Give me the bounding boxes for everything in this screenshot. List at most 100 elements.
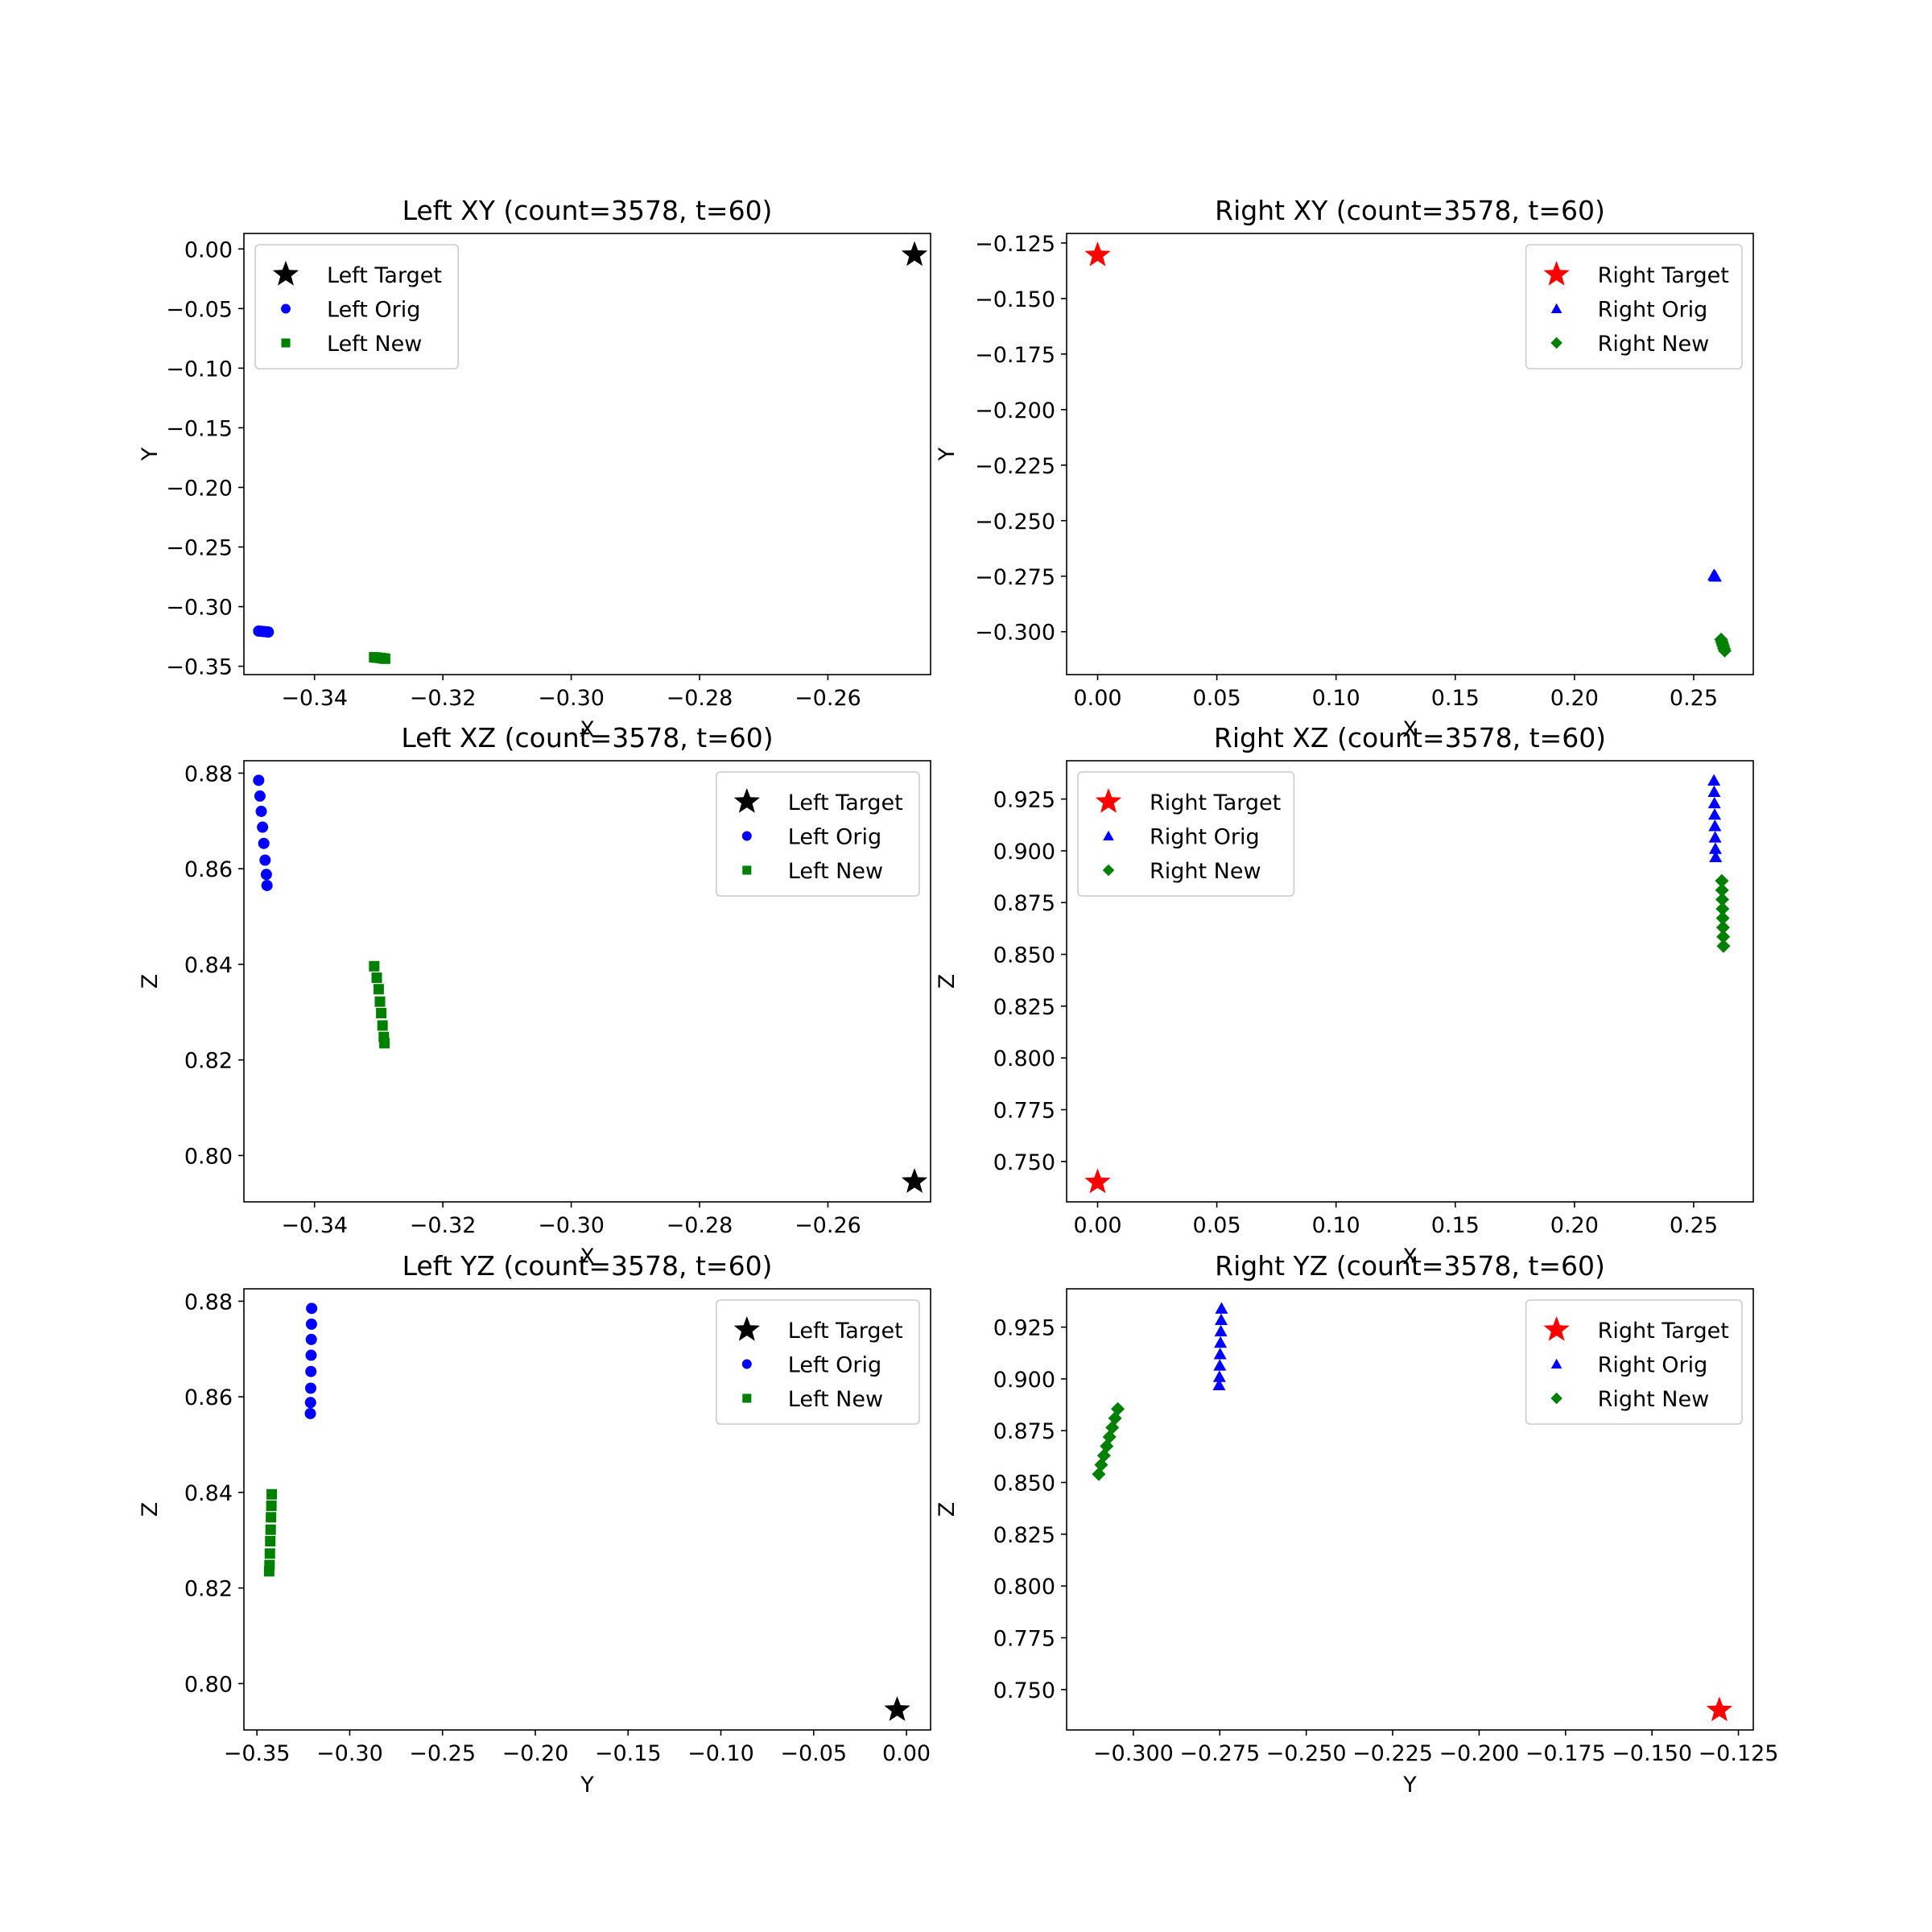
right-new-point	[1715, 911, 1730, 926]
data-points	[263, 1302, 910, 1721]
x-tick-label: −0.32	[410, 1213, 477, 1238]
right-orig-legend-marker	[1103, 830, 1114, 840]
x-tick-label: 0.15	[1431, 1213, 1480, 1238]
subplot-left-yz: Left YZ (count=3578, t=60) −0.35 −0.30 −0.2…	[138, 1250, 931, 1798]
y-tick-label: 0.800	[993, 1575, 1055, 1600]
legend-frame	[1077, 771, 1295, 897]
left-orig-point	[260, 869, 272, 881]
left-new-point	[376, 1007, 387, 1018]
left-target-legend-marker	[733, 788, 760, 813]
x-tick-label: −0.05	[780, 1741, 847, 1766]
legend-frame	[1525, 244, 1743, 369]
left-new-point	[379, 1038, 390, 1049]
data-points	[1084, 774, 1731, 1194]
y-tick-label: −0.300	[975, 621, 1055, 646]
y-tick-label: −0.250	[975, 510, 1055, 535]
left-orig-point	[304, 1407, 316, 1419]
legend: Left Target Left Orig Left New	[254, 244, 459, 369]
left-orig-point	[304, 1382, 316, 1394]
left-new-legend-marker	[742, 1393, 752, 1403]
right-orig-point	[1212, 1378, 1226, 1391]
y-tick-label: 0.775	[993, 1627, 1055, 1652]
legend: Right Target Right Orig Right New	[1525, 1299, 1743, 1425]
left-new-point	[265, 1535, 276, 1546]
y-tick-label: −0.150	[975, 287, 1055, 312]
subplot-left-xz: Left XZ (count=3578, t=60) −0.34 −0.32 −0.3…	[138, 722, 931, 1269]
left-orig-point	[255, 805, 267, 817]
x-tick-label: 0.25	[1670, 686, 1718, 711]
y-tick-label: −0.25	[166, 536, 233, 561]
right-orig-point	[1213, 1348, 1227, 1360]
y-tick-label: −0.15	[166, 416, 233, 441]
right-orig-point	[1707, 796, 1721, 809]
x-tick-label: −0.20	[502, 1741, 569, 1766]
right-orig-point	[1214, 1324, 1228, 1337]
legend-label-left-target: Left Target	[788, 1319, 903, 1344]
right-new-point	[1717, 643, 1732, 658]
x-tick-label: 0.05	[1193, 1213, 1241, 1238]
x-tick-label: 0.25	[1670, 1213, 1718, 1238]
data-points	[1092, 1302, 1733, 1722]
legend-label-left-new: Left New	[788, 859, 883, 884]
right-new-point	[1715, 883, 1729, 898]
x-tick-label: −0.32	[410, 686, 477, 711]
left-new-point	[371, 972, 382, 984]
legend-label-right-target: Right Target	[1598, 1319, 1729, 1344]
legend-label-left-orig: Left Orig	[327, 298, 420, 323]
right-new-legend-marker	[1102, 864, 1115, 877]
right-new-point	[1715, 873, 1729, 888]
y-axis-label: Z	[138, 1502, 163, 1517]
x-tick-label: −0.30	[538, 686, 605, 711]
left-orig-point	[305, 1333, 317, 1345]
left-orig-legend-marker	[741, 1359, 752, 1369]
y-axis-label: Y	[935, 447, 960, 461]
x-tick-label: 0.00	[882, 1741, 931, 1766]
legend-label-left-target: Left Target	[327, 263, 442, 288]
y-axis-label: Z	[935, 1502, 960, 1517]
data-points	[253, 774, 928, 1193]
left-orig-point	[257, 821, 269, 833]
right-new-point	[1716, 939, 1731, 953]
data-points	[253, 241, 928, 664]
legend: Left Target Left Orig Left New	[715, 1299, 920, 1425]
y-tick-label: 0.775	[993, 1099, 1055, 1124]
right-new-point	[1716, 930, 1731, 944]
x-tick-label: −0.200	[1439, 1741, 1519, 1766]
y-tick-label: 0.900	[993, 1368, 1055, 1393]
left-orig-point	[306, 1302, 318, 1315]
x-tick-label: −0.225	[1352, 1741, 1433, 1766]
legend-frame	[715, 1299, 920, 1425]
right-orig-point	[1707, 785, 1721, 797]
right-orig-point	[1214, 1335, 1228, 1348]
data-points	[1084, 242, 1732, 658]
right-orig-point	[1708, 842, 1722, 854]
left-orig-point	[254, 790, 266, 802]
right-new-legend-marker	[1550, 1392, 1563, 1405]
legend-frame	[1525, 1299, 1743, 1425]
axes-frame	[1066, 760, 1754, 1203]
y-tick-label: 0.825	[993, 1523, 1055, 1548]
x-axis-label: X	[1402, 717, 1418, 742]
legend-label-left-orig: Left Orig	[788, 825, 881, 850]
legend-label-left-new: Left New	[327, 332, 422, 357]
y-tick-label: 0.750	[993, 1150, 1055, 1175]
right-new-point	[1094, 1458, 1108, 1472]
y-tick-label: 0.88	[184, 762, 233, 786]
x-tick-label: −0.28	[667, 1213, 733, 1238]
left-target-point	[884, 1696, 910, 1721]
left-orig-point	[259, 854, 271, 866]
y-tick-label: 0.80	[184, 1672, 233, 1697]
right-orig-point	[1215, 1302, 1228, 1314]
right-orig-point	[1709, 850, 1723, 863]
left-orig-point	[304, 1397, 316, 1409]
x-tick-label: −0.30	[538, 1213, 605, 1238]
right-orig-point	[1707, 774, 1721, 786]
subplot-title: Right XZ (count=3578, t=60)	[1214, 722, 1606, 753]
left-orig-legend-marker	[741, 831, 752, 841]
legend: Left Target Left Orig Left New	[715, 771, 920, 897]
left-new-legend-marker	[742, 865, 752, 875]
y-tick-label: −0.10	[166, 357, 233, 382]
legend-label-right-target: Right Target	[1150, 791, 1281, 815]
right-target-legend-marker	[1095, 788, 1122, 813]
